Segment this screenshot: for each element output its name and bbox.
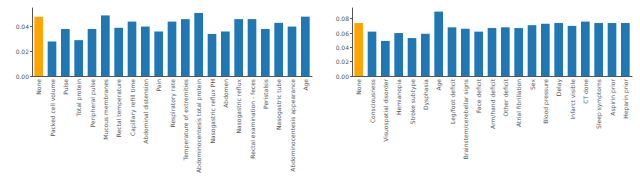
svg-text:Respiratory rate: Respiratory rate [169,79,177,128]
svg-text:Total protein: Total protein [75,79,83,117]
svg-text:Peripheral pulse: Peripheral pulse [89,79,97,128]
svg-text:Packed cell volume: Packed cell volume [49,79,56,137]
svg-text:Hemianopia: Hemianopia [395,79,403,115]
svg-text:Rectal examination - feces: Rectal examination - feces [249,79,256,159]
svg-text:Aspirin prior: Aspirin prior [609,78,617,115]
svg-text:Rectal temperature: Rectal temperature [115,79,123,138]
svg-text:Consciousness: Consciousness [369,79,376,123]
svg-text:Face deficit: Face deficit [475,78,482,113]
svg-text:Arm/hand deficit: Arm/hand deficit [489,78,496,129]
svg-text:Nasogastric reflux PH: Nasogastric reflux PH [209,79,217,143]
svg-text:0.04: 0.04 [336,44,350,51]
svg-text:Abdominocentesis appearance: Abdominocentesis appearance [289,79,297,172]
svg-text:Infarct visible: Infarct visible [569,79,576,120]
svg-text:0.08: 0.08 [336,15,350,22]
svg-text:Sex: Sex [529,79,536,90]
svg-text:Visuospatial disorder: Visuospatial disorder [382,78,390,141]
svg-text:Abdomen: Abdomen [222,79,229,108]
svg-text:Heparin prior: Heparin prior [622,78,630,118]
svg-text:None: None [35,79,42,95]
svg-text:Stroke subtype: Stroke subtype [409,79,417,124]
svg-text:Nasogastric tube: Nasogastric tube [275,79,283,130]
svg-text:Leg/foot deficit: Leg/foot deficit [449,78,457,124]
svg-text:Sleep symptoms: Sleep symptoms [595,79,603,129]
svg-text:0.00: 0.00 [336,73,350,80]
svg-text:Brainstem/cerebellar signs: Brainstem/cerebellar signs [462,79,470,159]
svg-text:Blood pressure: Blood pressure [542,79,550,124]
svg-text:Other deficit: Other deficit [502,78,509,116]
svg-text:Abdominocentesis total protein: Abdominocentesis total protein [195,79,203,173]
svg-text:Mucous membranes: Mucous membranes [102,79,109,140]
svg-text:0.00: 0.00 [16,73,30,80]
svg-text:Dysphasia: Dysphasia [422,79,430,110]
svg-text:Age: Age [435,79,443,91]
svg-text:Pulse: Pulse [62,79,69,95]
svg-text:0.04: 0.04 [16,23,30,30]
svg-text:CT done: CT done [582,79,589,104]
svg-text:Atrial fibrillation: Atrial fibrillation [515,79,522,127]
svg-text:Capillary refill time: Capillary refill time [129,79,137,136]
svg-text:Age: Age [302,79,310,91]
svg-text:Pain: Pain [155,79,162,92]
svg-text:0.06: 0.06 [336,30,350,37]
svg-text:Abdominal distension: Abdominal distension [142,79,149,144]
svg-text:Peristalsis: Peristalsis [262,79,269,109]
svg-text:Temperature of extremities: Temperature of extremities [182,79,190,161]
svg-text:Nasogastric reflux: Nasogastric reflux [235,79,243,134]
svg-text:0.02: 0.02 [336,58,350,65]
svg-text:Delay: Delay [555,79,563,97]
svg-text:None: None [355,79,362,95]
svg-text:0.02: 0.02 [16,48,30,55]
